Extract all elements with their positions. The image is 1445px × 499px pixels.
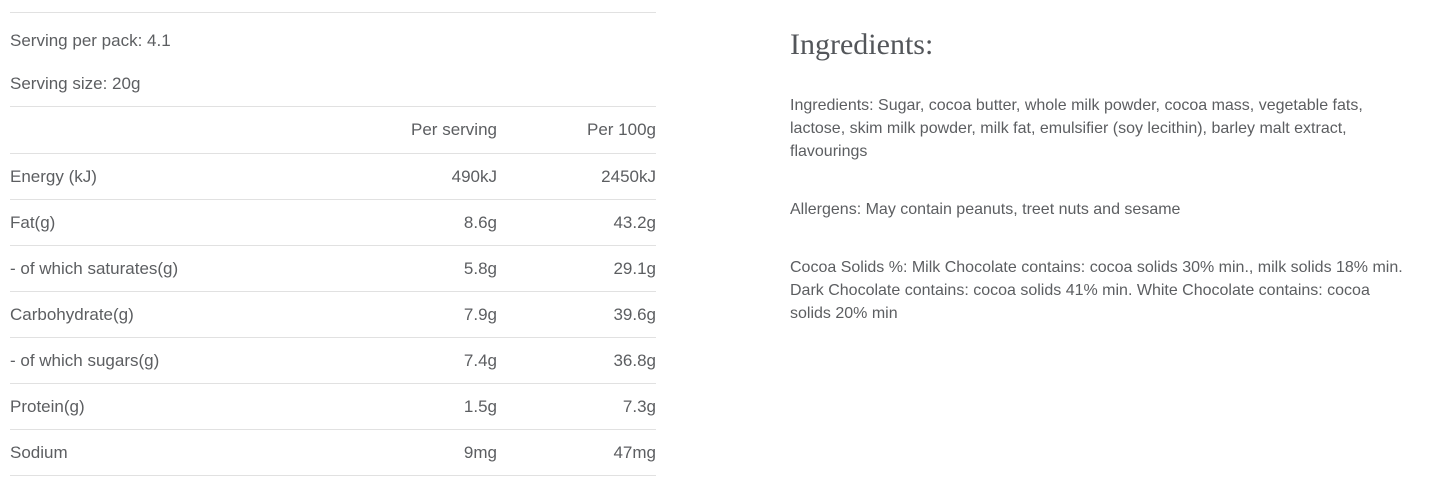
row-label: - of which saturates(g) bbox=[10, 258, 179, 278]
nutrition-table: Per serving Per 100g Energy (kJ) 490kJ 2… bbox=[10, 106, 656, 476]
value-per-100g: 43.2g bbox=[613, 212, 656, 232]
cocoa-solids-text-line: Dark Chocolate contains: cocoa solids 41… bbox=[790, 282, 1370, 299]
row-label: Protein(g) bbox=[10, 396, 85, 416]
value-per-serving: 1.5g bbox=[463, 396, 497, 416]
ingredients-heading: Ingredients: bbox=[790, 28, 934, 61]
cocoa-solids-text-line: solids 20% min bbox=[790, 305, 898, 322]
value-per-100g: 29.1g bbox=[613, 258, 656, 278]
value-per-100g: 36.8g bbox=[613, 350, 656, 370]
value-per-serving: 8.6g bbox=[463, 212, 497, 232]
value-per-serving: 490kJ bbox=[451, 166, 497, 186]
nutrition-table-header: Per serving Per 100g bbox=[10, 107, 656, 154]
serving-size: Serving size: 20g bbox=[10, 74, 141, 93]
table-row-protein: Protein(g) 1.5g 7.3g bbox=[10, 384, 656, 430]
row-label: Energy (kJ) bbox=[10, 166, 97, 186]
nutrition-panel: Serving per pack: 4.1 Serving size: 20g … bbox=[10, 12, 656, 476]
allergens-text-line: Allergens: May contain peanuts, treet nu… bbox=[790, 201, 1181, 218]
value-per-100g: 47mg bbox=[613, 442, 656, 462]
table-row-sugars: - of which sugars(g) 7.4g 36.8g bbox=[10, 338, 656, 384]
serving-info: Serving per pack: 4.1 Serving size: 20g bbox=[10, 13, 656, 106]
serving-per-pack: Serving per pack: 4.1 bbox=[10, 31, 171, 50]
allergens-text: Allergens: May contain peanuts, treet nu… bbox=[790, 198, 1445, 221]
table-row-carbohydrate: Carbohydrate(g) 7.9g 39.6g bbox=[10, 292, 656, 338]
value-per-100g: 39.6g bbox=[613, 304, 656, 324]
value-per-serving: 9mg bbox=[463, 442, 497, 462]
value-per-100g: 7.3g bbox=[622, 396, 656, 416]
row-label: Sodium bbox=[10, 442, 68, 462]
ingredients-text-line: flavourings bbox=[790, 143, 868, 160]
row-label: - of which sugars(g) bbox=[10, 350, 160, 370]
cocoa-solids-text: Cocoa Solids %: Milk Chocolate contains:… bbox=[790, 256, 1445, 325]
ingredients-text-line: Ingredients: Sugar, cocoa butter, whole … bbox=[790, 97, 1363, 114]
value-per-100g: 2450kJ bbox=[601, 166, 656, 186]
table-row-energy: Energy (kJ) 490kJ 2450kJ bbox=[10, 154, 656, 200]
ingredients-text-line: lactose, skim milk powder, milk fat, emu… bbox=[790, 120, 1347, 137]
table-row-saturates: - of which saturates(g) 5.8g 29.1g bbox=[10, 246, 656, 292]
column-header-per-serving: Per serving bbox=[411, 120, 497, 139]
table-row-sodium: Sodium 9mg 47mg bbox=[10, 430, 656, 476]
row-label: Carbohydrate(g) bbox=[10, 304, 134, 324]
cocoa-solids-text-line: Cocoa Solids %: Milk Chocolate contains:… bbox=[790, 259, 1403, 276]
value-per-serving: 5.8g bbox=[463, 258, 497, 278]
ingredients-panel: Ingredients: Ingredients: Sugar, cocoa b… bbox=[790, 0, 1445, 360]
value-per-serving: 7.4g bbox=[463, 350, 497, 370]
value-per-serving: 7.9g bbox=[463, 304, 497, 324]
table-row-fat: Fat(g) 8.6g 43.2g bbox=[10, 200, 656, 246]
column-header-per-100g: Per 100g bbox=[587, 120, 656, 139]
ingredients-text: Ingredients: Sugar, cocoa butter, whole … bbox=[790, 94, 1445, 163]
row-label: Fat(g) bbox=[10, 212, 56, 232]
